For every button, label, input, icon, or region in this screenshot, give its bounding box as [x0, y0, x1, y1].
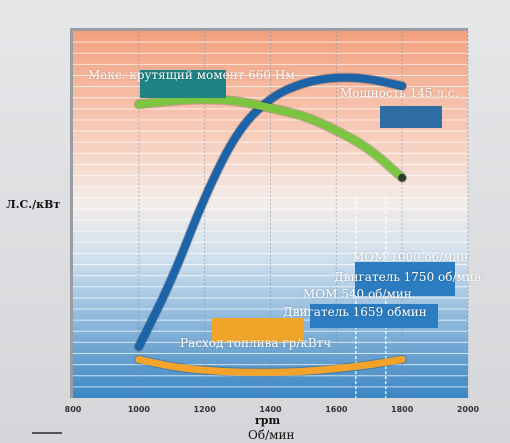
plot-area [70, 28, 468, 398]
power-box [380, 106, 442, 128]
rpm-ru-label: Об/мин [248, 428, 295, 442]
engine-1659-label: Двигатель 1659 обмин [283, 305, 427, 319]
pto-540-label: МОМ 540 об/мин [303, 287, 412, 301]
x-tick-label: 1200 [194, 405, 217, 414]
rpm-label: rpm [255, 414, 281, 427]
pto-1000-label: МОМ 1000 об/мин [352, 250, 469, 264]
x-tick-label: 1800 [391, 405, 414, 414]
torque-curve [134, 95, 407, 182]
left-axis-label: Л.С./кВт [6, 198, 61, 211]
max-torque-label: Макс. крутящий момент 660 Нм [88, 68, 295, 82]
fuel-curve [135, 355, 406, 376]
x-tick-label: 1000 [128, 405, 151, 414]
x-tick-label: 800 [65, 405, 82, 414]
pto-1000-box [355, 262, 455, 296]
power-curve [134, 73, 407, 351]
legend-line [32, 432, 62, 434]
x-tick-label: 2000 [457, 405, 480, 414]
x-tick-label: 1400 [259, 405, 282, 414]
torque-box [140, 70, 226, 98]
power-label: Мощность 145 л.с. [340, 86, 459, 100]
fuel-label: Расход топлива гр/кВтч [180, 336, 332, 350]
x-tick-label: 1600 [325, 405, 348, 414]
torque-end-point [398, 173, 407, 182]
fuel-box [212, 318, 304, 342]
engine-1659-box [310, 304, 438, 328]
engine-1750-label: Двигатель 1750 об/мин [334, 270, 482, 284]
